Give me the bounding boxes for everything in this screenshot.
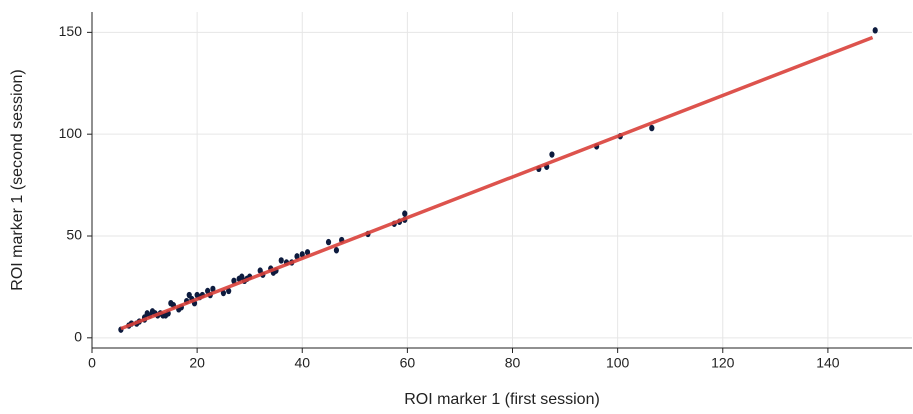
point [231, 277, 237, 284]
y-tick-label: 100 [59, 125, 83, 141]
y-axis-label: ROI marker 1 (second session) [9, 69, 26, 290]
point [649, 124, 655, 132]
point [294, 253, 300, 260]
x-tick-label: 60 [400, 355, 416, 371]
point [226, 287, 232, 295]
x-axis-label: ROI marker 1 (first session) [404, 391, 600, 408]
point [333, 247, 340, 254]
x-tick-label: 120 [711, 355, 735, 371]
y-tick-label: 150 [59, 23, 83, 39]
point [872, 27, 878, 34]
y-tick-label: 50 [66, 227, 82, 243]
x-tick-label: 20 [189, 355, 205, 371]
point [402, 210, 408, 217]
y-tick-label: 0 [74, 329, 82, 345]
x-tick-label: 40 [294, 355, 310, 371]
point [304, 249, 311, 256]
x-tick-label: 80 [505, 355, 521, 371]
point [210, 285, 216, 293]
point [299, 251, 305, 258]
point [325, 238, 332, 246]
x-tick-label: 100 [606, 355, 630, 371]
x-tick-label: 0 [88, 355, 96, 371]
point [549, 151, 555, 158]
x-tick-label: 140 [816, 355, 840, 371]
fit-line [120, 35, 874, 331]
point [278, 257, 284, 264]
point [220, 289, 227, 297]
